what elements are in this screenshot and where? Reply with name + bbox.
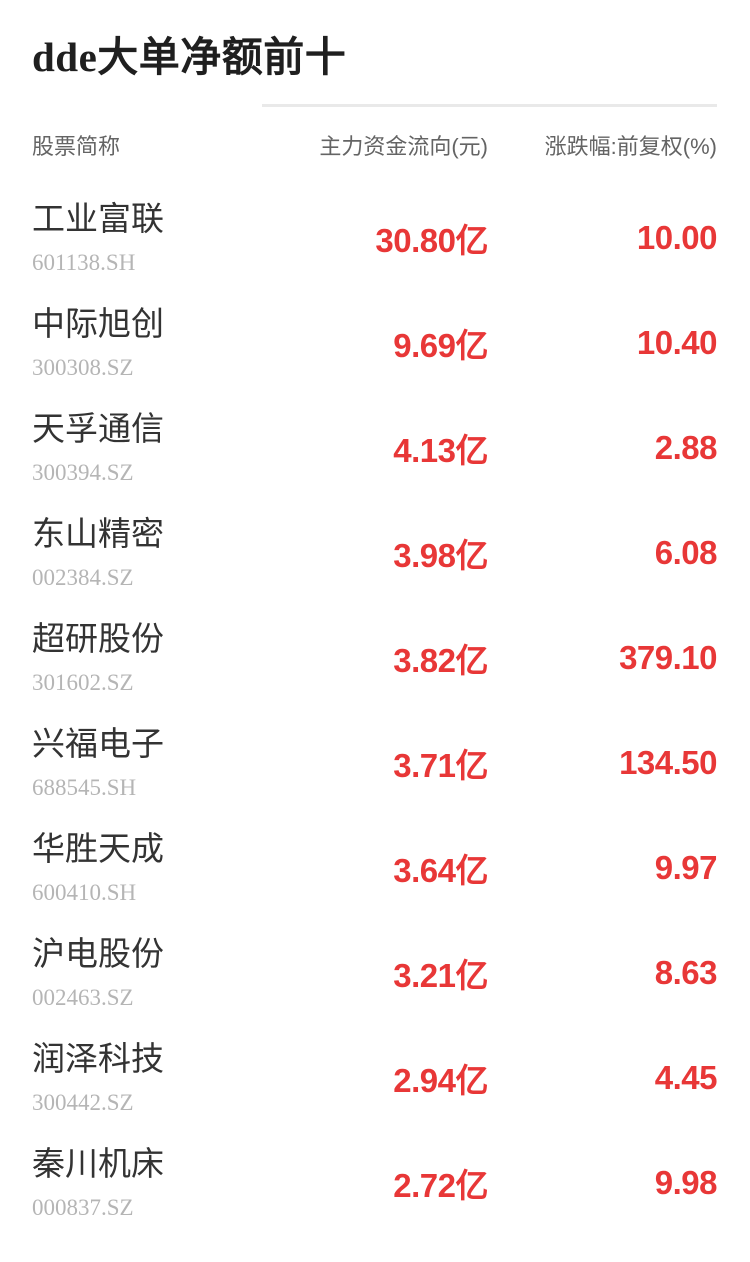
main-capital-flow-value: 2.72亿 [393,1166,488,1204]
stock-name: 中际旭创 [32,305,164,343]
stock-name: 兴福电子 [32,725,164,763]
table-header: 股票简称 主力资金流向(元) 涨跌幅:前复权(%) [32,133,717,161]
table-row[interactable]: 东山精密 002384.SZ 3.98亿 6.08 [32,500,718,605]
stock-name: 东山精密 [32,515,164,553]
change-percent-value: 10.00 [636,218,718,256]
change-percent-value: 4.45 [654,1058,718,1096]
change-percent-value: 379.10 [619,638,717,676]
stock-code: 601138.SH [32,249,136,275]
table-row[interactable]: 秦川机床 000837.SZ 2.72亿 9.98 [32,1130,718,1235]
stock-name-block: 天孚通信 300394.SZ [32,410,238,485]
stock-code: 300442.SZ [32,1089,134,1115]
stock-name: 华胜天成 [32,830,164,868]
stock-name-block: 中际旭创 300308.SZ [32,305,238,380]
main-capital-flow-value: 9.69亿 [393,326,488,364]
table-row[interactable]: 天孚通信 300394.SZ 4.13亿 2.88 [32,395,718,500]
stock-name: 超研股份 [32,620,164,658]
column-header-change-percent: 涨跌幅:前复权(%) [544,134,717,160]
stock-code: 301602.SZ [32,669,134,695]
table-row[interactable]: 沪电股份 002463.SZ 3.21亿 8.63 [32,920,718,1025]
stock-name-block: 沪电股份 002463.SZ [32,935,238,1010]
main-capital-flow-value: 30.80亿 [375,221,488,259]
stock-name-block: 华胜天成 600410.SH [32,830,238,905]
change-percent-value: 6.08 [654,533,718,571]
main-capital-flow-value: 4.13亿 [393,431,488,469]
stock-name-block: 秦川机床 000837.SZ [32,1145,238,1220]
change-percent-value: 134.50 [619,743,717,781]
change-percent-value: 2.88 [654,428,718,466]
main-capital-flow-value: 3.82亿 [393,641,488,679]
table-row[interactable]: 中际旭创 300308.SZ 9.69亿 10.40 [32,290,718,395]
page-title: dde大单净额前十 [32,34,347,80]
table-row[interactable]: 超研股份 301602.SZ 3.82亿 379.10 [32,605,718,710]
change-percent-value: 10.40 [636,323,718,361]
stock-code: 002384.SZ [32,564,134,590]
stock-code: 300308.SZ [32,354,134,380]
stock-code: 600410.SH [32,879,137,905]
stock-name: 润泽科技 [32,1040,164,1078]
stock-name: 工业富联 [32,200,164,238]
table-row[interactable]: 华胜天成 600410.SH 3.64亿 9.97 [32,815,718,920]
main-capital-flow-value: 3.71亿 [393,746,488,784]
table-row[interactable]: 工业富联 601138.SH 30.80亿 10.00 [32,185,718,290]
stock-code: 000837.SZ [32,1194,134,1220]
stock-name-block: 工业富联 601138.SH [32,200,238,275]
stock-name-block: 兴福电子 688545.SH [32,725,238,800]
header-divider [262,104,717,108]
stock-code: 300394.SZ [32,459,134,485]
stock-name-block: 润泽科技 300442.SZ [32,1040,238,1115]
column-header-main-capital-flow: 主力资金流向(元) [319,134,488,160]
main-capital-flow-value: 3.64亿 [393,851,488,889]
stock-name: 沪电股份 [32,935,164,973]
stock-code: 002463.SZ [32,984,134,1010]
stock-code: 688545.SH [32,774,137,800]
stock-name: 天孚通信 [32,410,164,448]
table-row[interactable]: 润泽科技 300442.SZ 2.94亿 4.45 [32,1025,718,1130]
stock-list: 工业富联 601138.SH 30.80亿 10.00 中际旭创 300308.… [32,185,718,1235]
change-percent-value: 9.97 [654,848,718,886]
stock-name-block: 超研股份 301602.SZ [32,620,238,695]
main-capital-flow-value: 2.94亿 [393,1061,488,1099]
main-capital-flow-value: 3.21亿 [393,956,488,994]
stock-name: 秦川机床 [32,1145,164,1183]
change-percent-value: 9.98 [654,1163,718,1201]
main-capital-flow-value: 3.98亿 [393,536,488,574]
stock-name-block: 东山精密 002384.SZ [32,515,238,590]
change-percent-value: 8.63 [654,953,718,991]
table-row[interactable]: 兴福电子 688545.SH 3.71亿 134.50 [32,710,718,815]
column-header-stock-name: 股票简称 [32,134,121,160]
